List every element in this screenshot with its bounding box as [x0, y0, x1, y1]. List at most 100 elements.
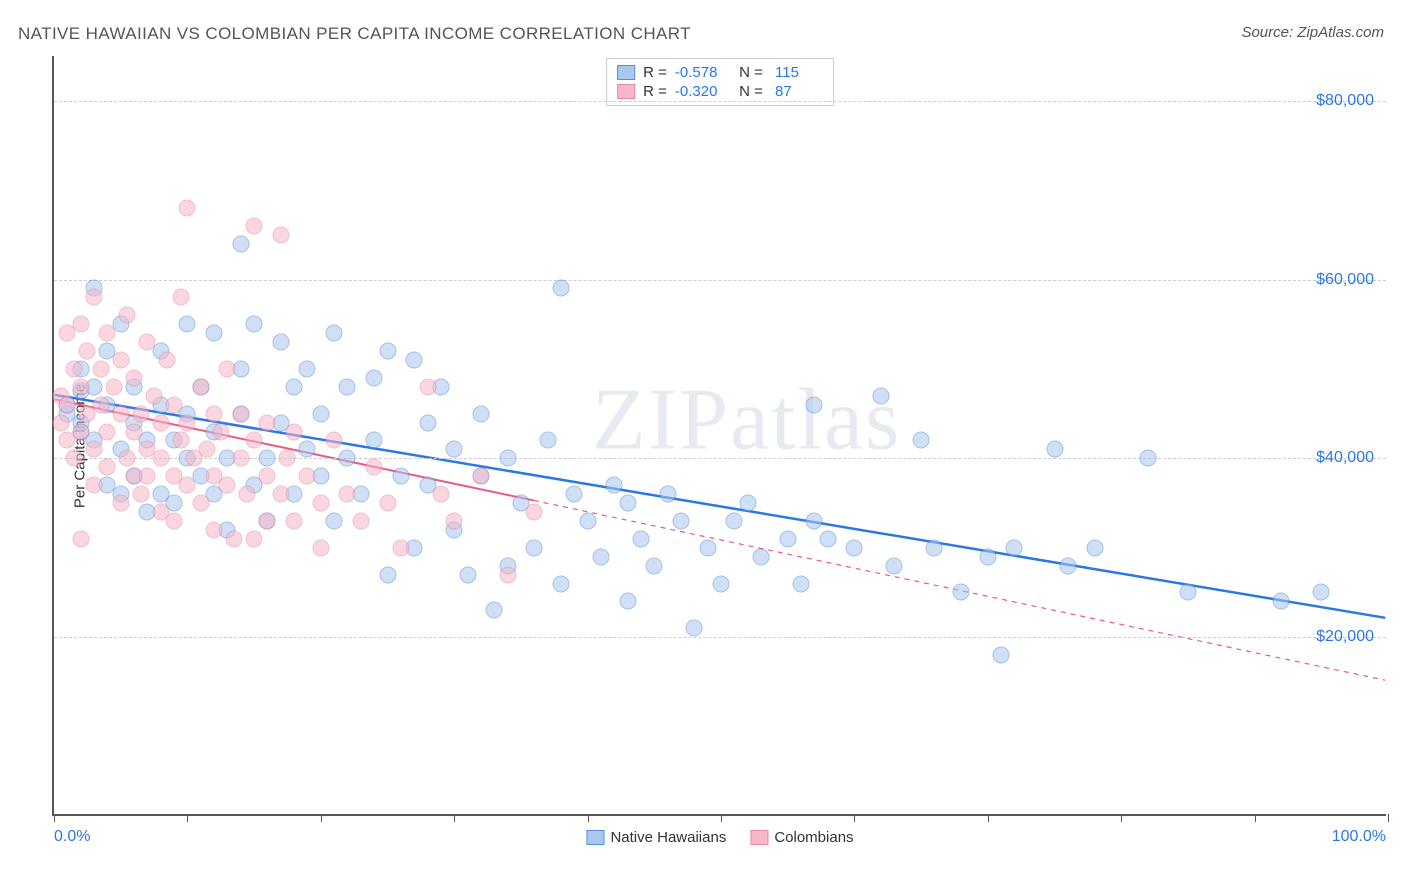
data-point	[159, 352, 176, 369]
data-point	[499, 566, 516, 583]
data-point	[686, 620, 703, 637]
legend-swatch	[750, 830, 768, 845]
grid-line	[54, 280, 1386, 281]
data-point	[846, 539, 863, 556]
data-point	[192, 378, 209, 395]
data-point	[366, 432, 383, 449]
data-point	[66, 360, 83, 377]
data-point	[112, 352, 129, 369]
data-point	[819, 530, 836, 547]
data-point	[726, 512, 743, 529]
data-point	[239, 486, 256, 503]
data-point	[99, 325, 116, 342]
data-point	[312, 495, 329, 512]
data-point	[179, 477, 196, 494]
data-point	[259, 450, 276, 467]
x-tick	[1121, 814, 1122, 822]
data-point	[913, 432, 930, 449]
data-point	[179, 316, 196, 333]
data-point	[432, 486, 449, 503]
x-tick	[454, 814, 455, 822]
data-point	[606, 477, 623, 494]
data-point	[339, 450, 356, 467]
data-point	[1273, 593, 1290, 610]
data-point	[152, 450, 169, 467]
data-point	[259, 468, 276, 485]
data-point	[139, 468, 156, 485]
x-min-label: 0.0%	[54, 828, 90, 846]
stats-row: R =-0.578 N = 115	[617, 63, 823, 82]
data-point	[739, 495, 756, 512]
x-tick	[1388, 814, 1389, 822]
data-point	[793, 575, 810, 592]
data-point	[246, 432, 263, 449]
data-point	[219, 477, 236, 494]
stat-n-value: 87	[771, 83, 823, 100]
x-max-label: 100.0%	[1332, 828, 1386, 846]
y-tick-label: $40,000	[1316, 449, 1374, 467]
data-point	[379, 495, 396, 512]
data-point	[172, 289, 189, 306]
data-point	[299, 441, 316, 458]
data-point	[979, 548, 996, 565]
stat-r-value: -0.578	[675, 64, 727, 81]
data-point	[406, 352, 423, 369]
data-point	[66, 450, 83, 467]
data-point	[366, 369, 383, 386]
correlation-chart: NATIVE HAWAIIAN VS COLOMBIAN PER CAPITA …	[0, 0, 1406, 892]
data-point	[699, 539, 716, 556]
data-point	[212, 423, 229, 440]
data-point	[279, 450, 296, 467]
data-point	[1046, 441, 1063, 458]
x-tick	[1255, 814, 1256, 822]
data-point	[472, 405, 489, 422]
data-point	[72, 316, 89, 333]
data-point	[172, 432, 189, 449]
source-attribution: Source: ZipAtlas.com	[1241, 24, 1384, 41]
data-point	[86, 289, 103, 306]
data-point	[472, 468, 489, 485]
data-point	[146, 387, 163, 404]
grid-line	[54, 637, 1386, 638]
legend-label: Native Hawaiians	[610, 829, 726, 846]
data-point	[446, 512, 463, 529]
data-point	[199, 441, 216, 458]
x-tick	[854, 814, 855, 822]
data-point	[566, 486, 583, 503]
data-point	[179, 200, 196, 217]
y-tick-label: $60,000	[1316, 271, 1374, 289]
stat-r-label: R =	[643, 64, 667, 81]
plot-area: ZIPatlas R =-0.578 N = 115R =-0.320 N = …	[52, 56, 1386, 816]
legend-label: Colombians	[774, 829, 853, 846]
data-point	[459, 566, 476, 583]
stat-r-value: -0.320	[675, 83, 727, 100]
data-point	[272, 334, 289, 351]
data-point	[499, 450, 516, 467]
data-point	[526, 539, 543, 556]
x-tick	[988, 814, 989, 822]
data-point	[619, 495, 636, 512]
data-point	[299, 360, 316, 377]
data-point	[886, 557, 903, 574]
data-point	[232, 235, 249, 252]
data-point	[326, 325, 343, 342]
data-point	[419, 414, 436, 431]
grid-line	[54, 458, 1386, 459]
data-point	[272, 486, 289, 503]
data-point	[419, 378, 436, 395]
data-point	[392, 468, 409, 485]
data-point	[806, 396, 823, 413]
data-point	[379, 343, 396, 360]
data-point	[99, 459, 116, 476]
stats-legend-box: R =-0.578 N = 115R =-0.320 N = 87	[606, 58, 834, 106]
data-point	[106, 378, 123, 395]
legend-item: Colombians	[750, 829, 853, 846]
data-point	[139, 334, 156, 351]
stat-n-label: N =	[735, 64, 763, 81]
data-point	[92, 360, 109, 377]
data-point	[259, 414, 276, 431]
stats-row: R =-0.320 N = 87	[617, 82, 823, 101]
data-point	[1086, 539, 1103, 556]
y-tick-label: $20,000	[1316, 628, 1374, 646]
data-point	[192, 495, 209, 512]
